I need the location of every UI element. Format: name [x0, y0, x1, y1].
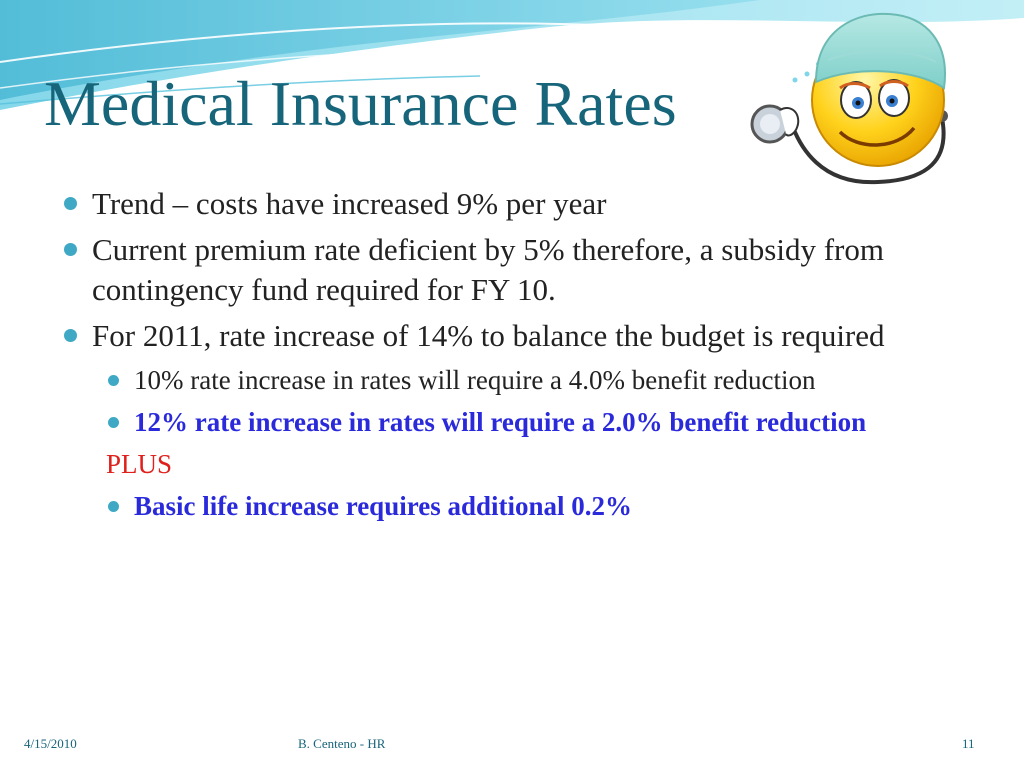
doctor-smiley-mascot-icon [750, 12, 948, 185]
bullet-dot-icon [108, 501, 119, 512]
sub-bullet-text: 12% rate increase in rates will require … [134, 407, 867, 437]
bullet-text: Trend – costs have increased 9% per year [92, 186, 607, 221]
bullet-dot-icon [64, 197, 77, 210]
footer-date: 4/15/2010 [24, 736, 77, 751]
bullet-item: Current premium rate deficient by 5% the… [62, 230, 972, 310]
slide-body: Trend – costs have increased 9% per year… [62, 184, 972, 530]
bullet-dot-icon [108, 417, 119, 428]
bullet-text: Current premium rate deficient by 5% the… [92, 232, 884, 307]
sub-bullet-item-highlighted: Basic life increase requires additional … [62, 488, 972, 524]
bullet-text: For 2011, rate increase of 14% to balanc… [92, 318, 885, 353]
footer-author: B. Centeno - HR [298, 736, 386, 751]
sub-bullet-item-highlighted: 12% rate increase in rates will require … [62, 404, 972, 440]
bullet-dot-icon [108, 375, 119, 386]
sub-bullet-item: 10% rate increase in rates will require … [62, 362, 972, 398]
bullet-item: Trend – costs have increased 9% per year [62, 184, 972, 224]
plus-label: PLUS [106, 449, 173, 479]
slide-number: 11 [962, 736, 975, 751]
wave-graphic [0, 0, 1024, 110]
bullet-dot-icon [64, 243, 77, 256]
bullet-item: For 2011, rate increase of 14% to balanc… [62, 316, 972, 356]
slide-title: Medical Insurance Rates [44, 68, 677, 139]
bullet-dot-icon [64, 329, 77, 342]
sub-bullet-text: 10% rate increase in rates will require … [134, 365, 816, 395]
sub-bullet-text: Basic life increase requires additional … [134, 491, 632, 521]
